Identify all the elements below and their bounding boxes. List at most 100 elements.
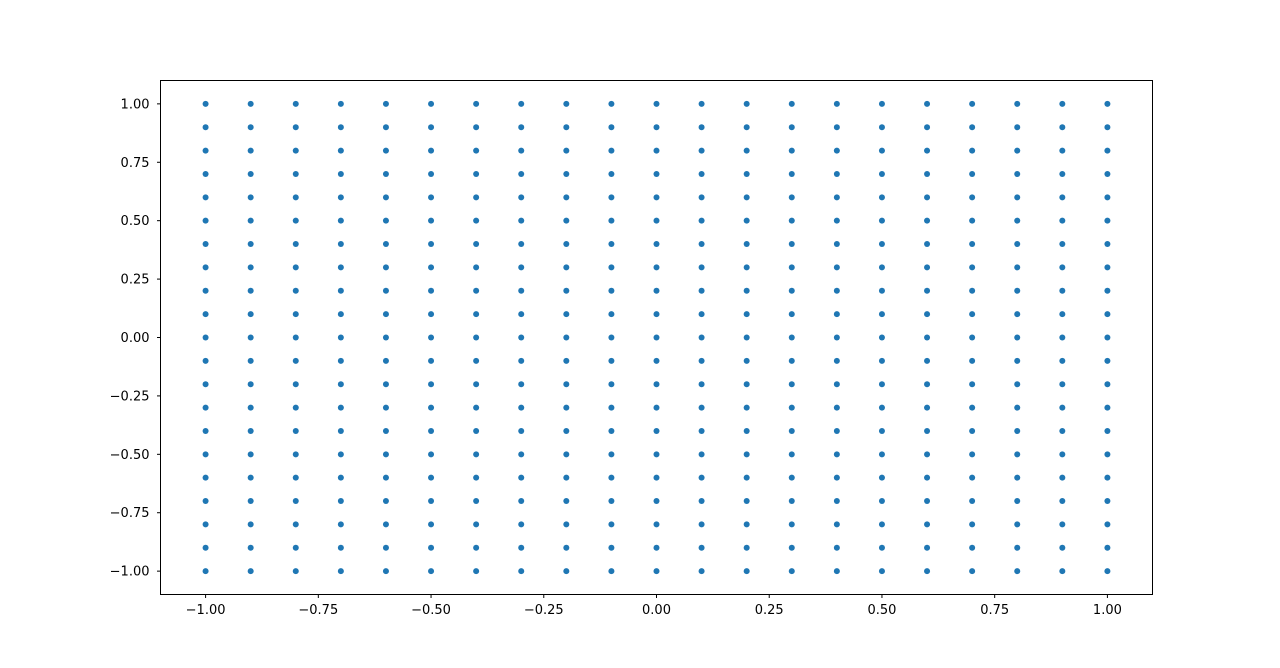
data-point xyxy=(428,521,435,528)
data-point xyxy=(1059,568,1066,575)
data-point xyxy=(382,311,389,318)
data-point xyxy=(1104,544,1111,551)
data-point xyxy=(518,498,525,505)
data-point xyxy=(698,404,705,411)
data-point xyxy=(743,404,750,411)
data-point xyxy=(653,498,660,505)
data-point xyxy=(833,544,840,551)
data-point xyxy=(337,264,344,271)
data-point xyxy=(292,170,299,177)
data-point xyxy=(653,287,660,294)
data-point xyxy=(428,427,435,434)
data-point xyxy=(202,404,209,411)
data-point xyxy=(473,381,480,388)
data-point xyxy=(292,474,299,481)
data-point xyxy=(608,287,615,294)
data-point xyxy=(247,170,254,177)
data-point xyxy=(247,568,254,575)
data-point xyxy=(924,147,931,154)
data-point xyxy=(1014,451,1021,458)
data-point xyxy=(878,357,885,364)
data-point xyxy=(608,100,615,107)
data-point xyxy=(247,451,254,458)
data-point xyxy=(247,357,254,364)
data-point xyxy=(608,264,615,271)
data-point xyxy=(788,287,795,294)
data-point xyxy=(563,311,570,318)
data-point xyxy=(878,521,885,528)
data-point xyxy=(337,100,344,107)
data-point xyxy=(743,381,750,388)
data-point xyxy=(337,521,344,528)
data-point xyxy=(1059,264,1066,271)
data-point xyxy=(202,287,209,294)
y-tick-label: 0.25 xyxy=(121,273,150,288)
y-tick-label: −0.50 xyxy=(110,448,150,463)
data-point xyxy=(833,451,840,458)
data-point xyxy=(337,287,344,294)
data-point xyxy=(608,147,615,154)
data-point xyxy=(1014,147,1021,154)
data-point xyxy=(473,264,480,271)
data-point xyxy=(563,451,570,458)
data-point xyxy=(743,334,750,341)
data-point xyxy=(1104,451,1111,458)
data-point xyxy=(202,334,209,341)
data-point xyxy=(1014,287,1021,294)
data-point xyxy=(698,474,705,481)
data-point xyxy=(1104,217,1111,224)
data-point xyxy=(653,311,660,318)
data-point xyxy=(1059,404,1066,411)
data-point xyxy=(833,147,840,154)
data-point xyxy=(337,124,344,131)
data-point xyxy=(788,147,795,154)
data-point xyxy=(924,334,931,341)
data-point xyxy=(202,124,209,131)
data-point xyxy=(878,381,885,388)
data-point xyxy=(292,100,299,107)
data-point xyxy=(473,498,480,505)
data-point xyxy=(698,334,705,341)
data-point xyxy=(969,241,976,248)
data-point xyxy=(1014,311,1021,318)
data-point xyxy=(337,568,344,575)
data-point xyxy=(924,170,931,177)
data-point xyxy=(563,357,570,364)
x-tick-label: −0.75 xyxy=(298,603,338,618)
data-point xyxy=(292,451,299,458)
data-point xyxy=(1104,427,1111,434)
data-point xyxy=(247,241,254,248)
data-point xyxy=(608,217,615,224)
data-point xyxy=(1014,357,1021,364)
data-point xyxy=(473,568,480,575)
data-point xyxy=(608,170,615,177)
data-point xyxy=(292,241,299,248)
data-point xyxy=(563,521,570,528)
data-point xyxy=(473,170,480,177)
data-point xyxy=(1104,334,1111,341)
data-point xyxy=(653,170,660,177)
y-tick-label: 0.75 xyxy=(121,156,150,171)
data-point xyxy=(653,194,660,201)
data-point xyxy=(924,427,931,434)
data-point xyxy=(878,404,885,411)
data-point xyxy=(788,404,795,411)
data-point xyxy=(428,264,435,271)
data-point xyxy=(382,427,389,434)
data-point xyxy=(382,170,389,177)
data-point xyxy=(608,544,615,551)
data-point xyxy=(292,427,299,434)
data-point xyxy=(563,287,570,294)
data-point xyxy=(518,357,525,364)
data-point xyxy=(878,311,885,318)
data-point xyxy=(969,287,976,294)
data-point xyxy=(1014,217,1021,224)
y-tick-label: 0.00 xyxy=(121,331,150,346)
data-point xyxy=(292,147,299,154)
data-point xyxy=(1014,334,1021,341)
data-point xyxy=(202,474,209,481)
data-point xyxy=(518,287,525,294)
data-point xyxy=(563,474,570,481)
data-point xyxy=(608,498,615,505)
data-point xyxy=(382,544,389,551)
